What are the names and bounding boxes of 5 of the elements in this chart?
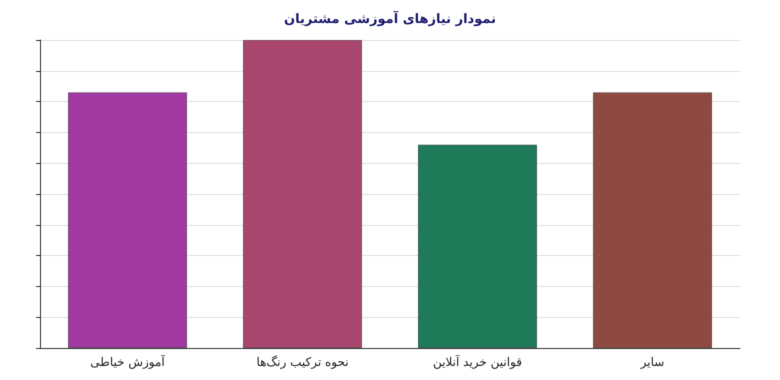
x-tick-label: آموزش خیاطی <box>90 354 166 369</box>
x-tick-label: نحوه ترکیب رنگ‌ها <box>256 355 349 369</box>
x-tick-label: قوانین خرید آنلاین <box>433 354 522 369</box>
chart-title: نمودار نیازهای آموزشی مشتریان <box>284 10 496 27</box>
x-tick-label: سایر <box>640 355 664 369</box>
